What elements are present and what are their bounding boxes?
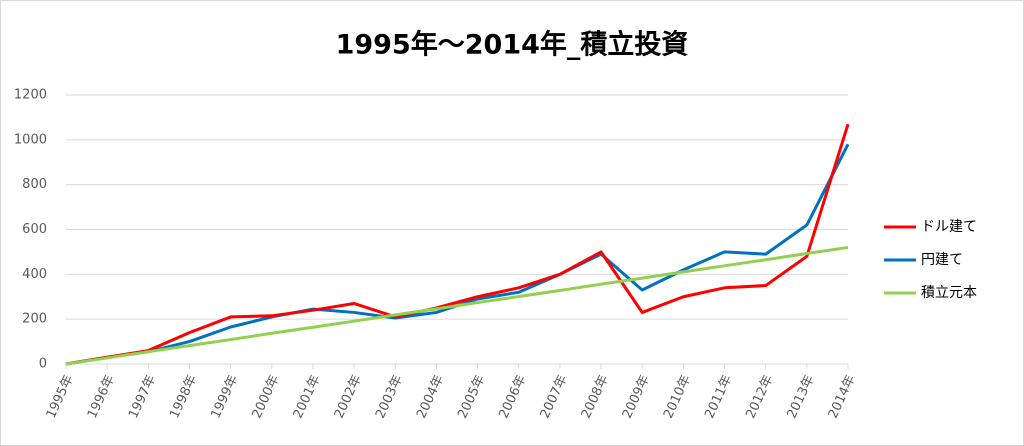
y-tick-label: 600 bbox=[22, 222, 47, 237]
legend-label: 円建て bbox=[921, 252, 963, 268]
y-tick-label: 400 bbox=[22, 267, 47, 282]
y-tick-label: 1200 bbox=[14, 88, 47, 103]
legend-label: 積立元本 bbox=[921, 285, 977, 301]
chart-title: 1995年～2014年_積立投資 bbox=[336, 29, 689, 61]
y-tick-label: 200 bbox=[22, 312, 47, 327]
y-tick-label: 0 bbox=[39, 357, 47, 372]
series-line bbox=[65, 123, 850, 366]
y-tick-label: 800 bbox=[22, 177, 47, 192]
legend-label: ドル建て bbox=[921, 219, 977, 235]
series-line bbox=[65, 245, 849, 366]
y-tick-label: 1000 bbox=[14, 132, 47, 147]
